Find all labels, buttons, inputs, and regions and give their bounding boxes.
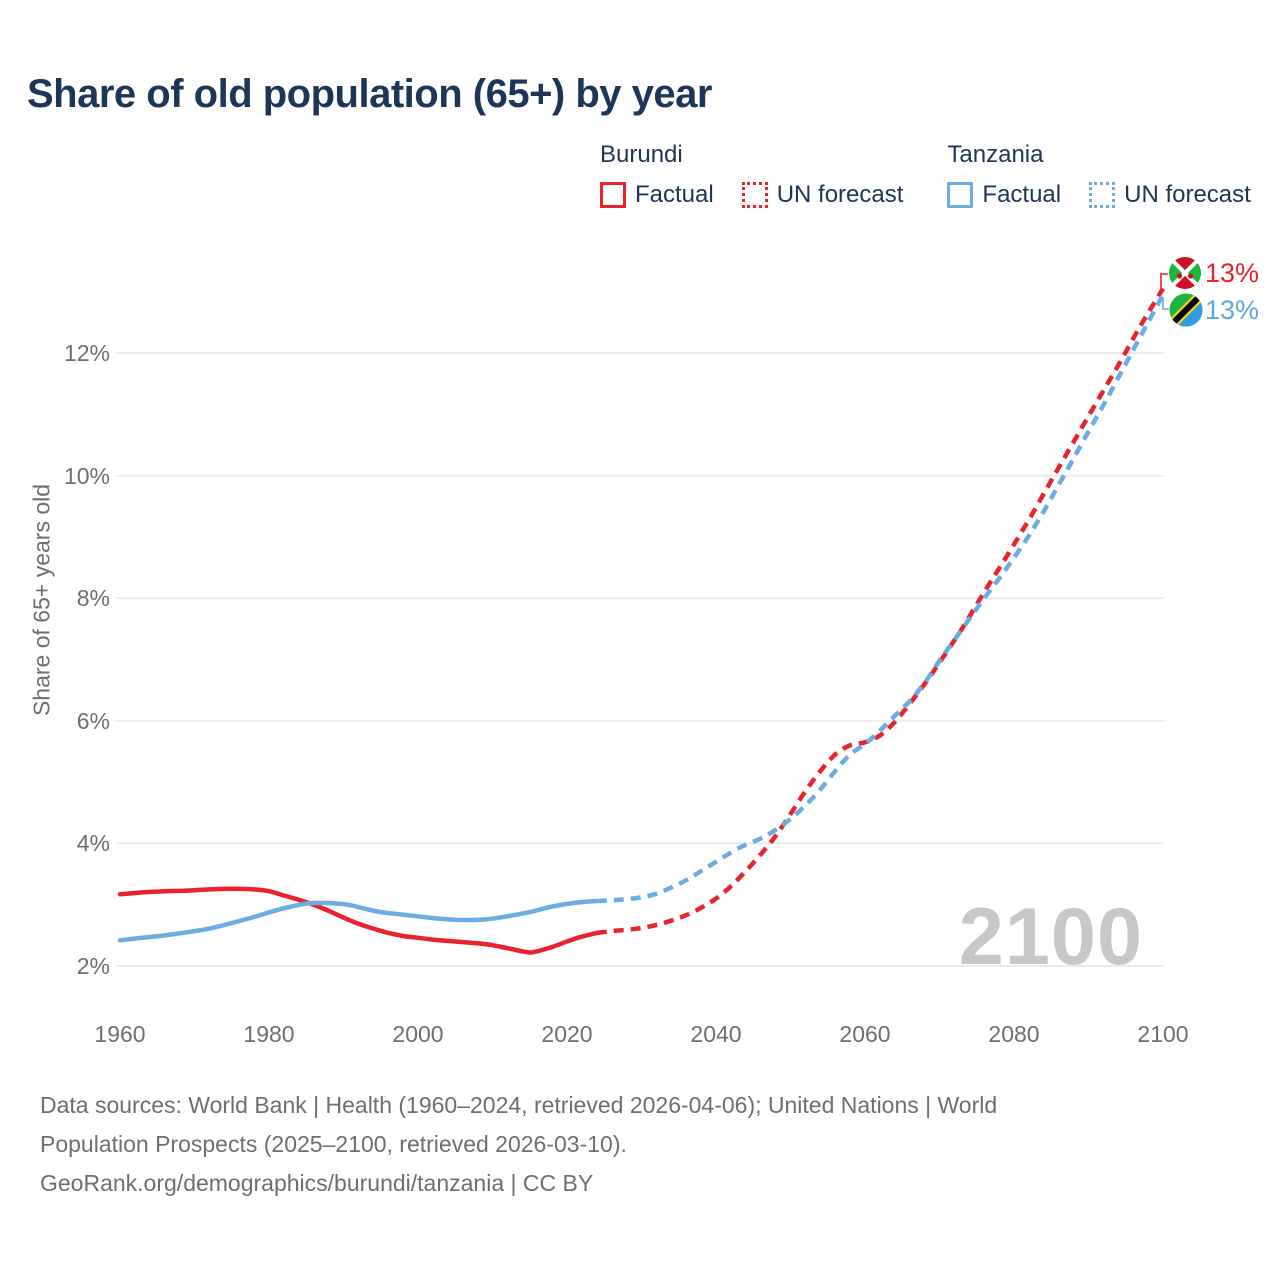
legend-row-tanzania: Factual UN forecast	[947, 181, 1251, 209]
burundi-factual-swatch-icon	[600, 182, 626, 208]
x-tick-1960: 1960	[94, 1021, 146, 1047]
burundi-factual-line	[117, 886, 600, 955]
x-tick-2060: 2060	[839, 1021, 891, 1047]
source-line-2: Population Prospects (2025–2100, retriev…	[40, 1131, 627, 1157]
burundi-forecast-swatch-icon	[741, 182, 768, 208]
legend-label: UN forecast	[1124, 181, 1251, 208]
y-tick-4: 4%	[76, 830, 110, 857]
legend-item-tanzania-factual: Factual	[947, 181, 1061, 209]
legend-title-burundi: Burundi	[600, 141, 683, 168]
burundi-connector	[1160, 273, 1168, 289]
y-tick-6: 6%	[76, 707, 110, 734]
tanzania-flag-icon	[1169, 293, 1203, 327]
y-tick-12: 12%	[63, 340, 110, 366]
legend: Burundi Factual UN forecast Tanzania Fac…	[600, 141, 1251, 209]
end-label-connectors	[1160, 273, 1169, 310]
tanzania-forecast-swatch-icon	[1089, 182, 1116, 208]
gridlines	[116, 352, 1164, 967]
x-tick-2000: 2000	[392, 1021, 444, 1047]
legend-group-tanzania: Tanzania Factual UN forecast	[947, 141, 1251, 209]
burundi-end-value: 13%	[1205, 258, 1260, 288]
x-tick-2020: 2020	[541, 1021, 593, 1047]
legend-item-burundi-factual: Factual	[600, 181, 714, 209]
y-axis-title: Share of 65+ years old	[28, 483, 55, 717]
x-tick-2080: 2080	[988, 1021, 1040, 1047]
legend-item-tanzania-forecast: UN forecast	[1089, 181, 1251, 209]
burundi-flag-icon	[1169, 257, 1201, 289]
tanzania-end-value: 13%	[1205, 295, 1260, 325]
y-tick-10: 10%	[63, 462, 110, 489]
tanzania-factual-swatch-icon	[947, 182, 974, 208]
legend-label: Factual	[635, 181, 714, 208]
source-line-1: Data sources: World Bank | Health (1960–…	[40, 1092, 998, 1118]
tanzania-forecast-line	[596, 293, 1165, 904]
legend-label: Factual	[982, 181, 1062, 208]
x-tick-1980: 1980	[243, 1021, 295, 1047]
tanzania-connector	[1162, 297, 1169, 310]
legend-title-tanzania: Tanzania	[947, 141, 1044, 168]
y-tick-8: 8%	[76, 585, 110, 612]
legend-item-burundi-forecast: UN forecast	[741, 181, 904, 209]
y-tick-2: 2%	[76, 953, 110, 979]
tanzania-factual-line	[117, 898, 600, 943]
burundi-forecast-line	[596, 287, 1165, 936]
data-sources: Data sources: World Bank | Health (1960–…	[40, 1086, 1180, 1203]
legend-label: UN forecast	[776, 181, 904, 208]
x-tick-2040: 2040	[690, 1021, 742, 1047]
page-title: Share of old population (65+) by year	[27, 72, 712, 116]
x-tick-2100: 2100	[1137, 1021, 1189, 1047]
legend-group-burundi: Burundi Factual UN forecast	[600, 141, 903, 209]
legend-row-burundi: Factual UN forecast	[600, 181, 903, 209]
source-line-3: GeoRank.org/demographics/burundi/tanzani…	[40, 1170, 594, 1196]
